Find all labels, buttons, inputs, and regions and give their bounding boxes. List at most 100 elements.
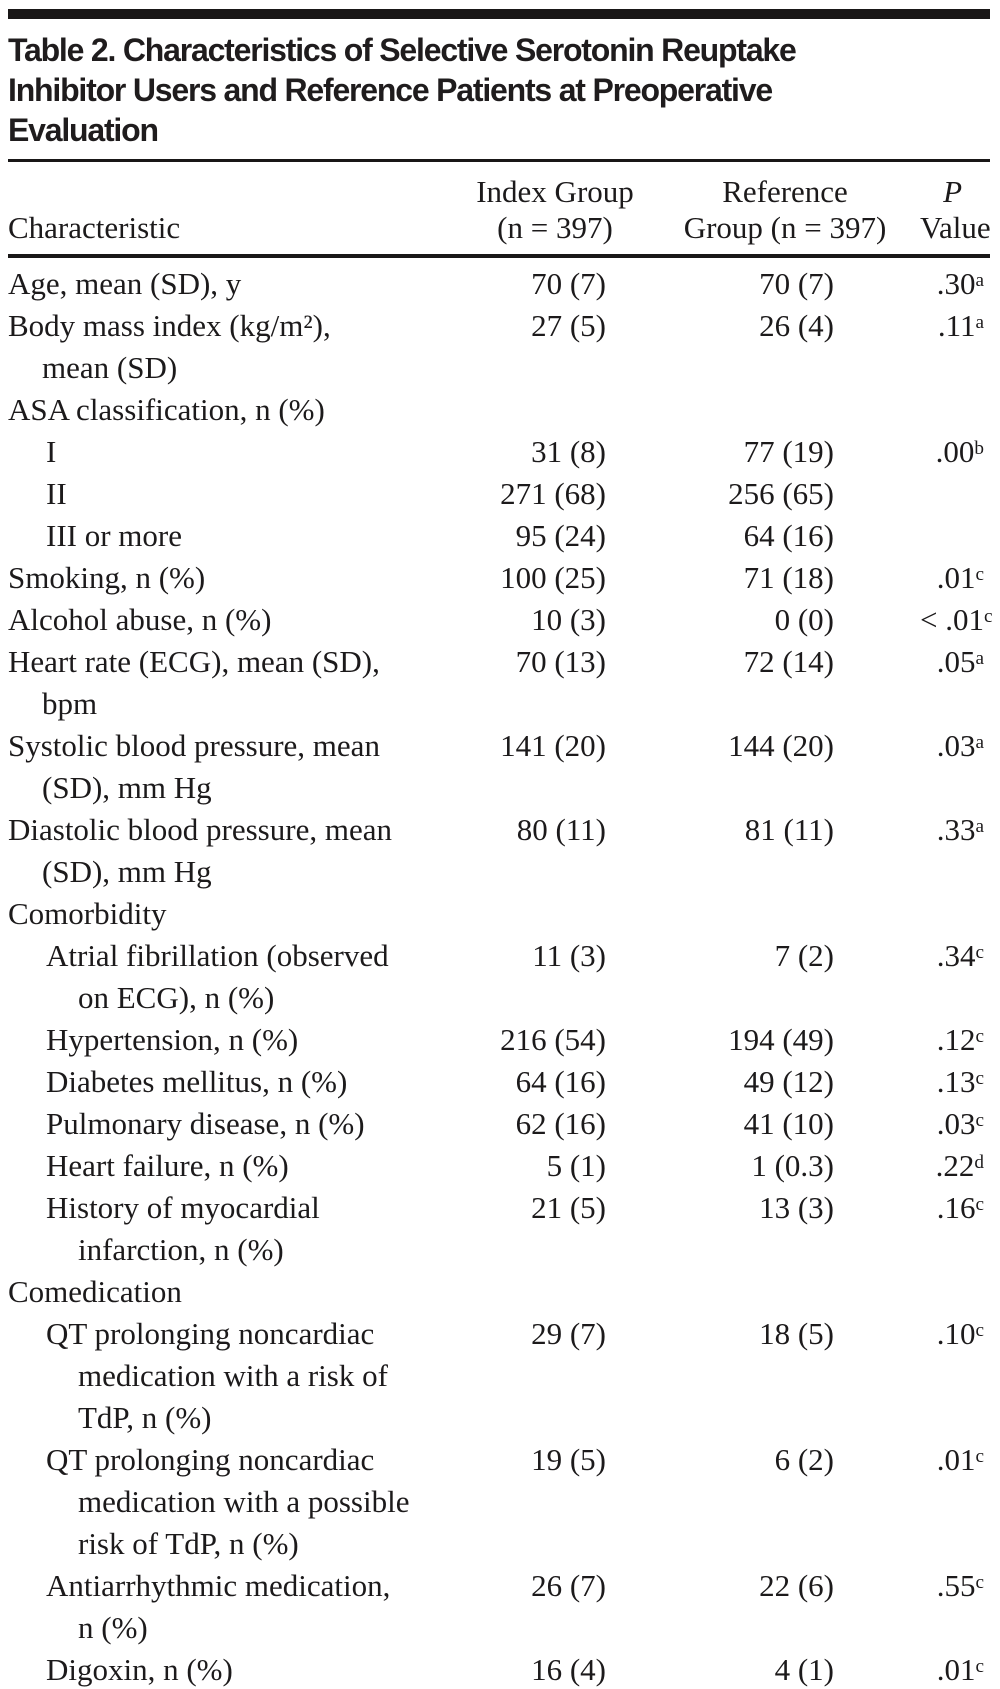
p-value-text: .33 xyxy=(936,812,976,847)
cell-characteristic: Heart failure, n (%) xyxy=(46,1148,289,1183)
p-value-text: .00 xyxy=(935,434,975,469)
p-value-text: .10 xyxy=(936,1316,976,1351)
p-value-footnote-marker: c xyxy=(975,1445,984,1467)
table-row: ASA classification, n (%) xyxy=(8,389,990,431)
cell-p-value: .11a xyxy=(920,305,990,347)
cell-reference-group: 71 (18) xyxy=(743,560,834,595)
cell-characteristic: Atrial fibrillation (observed on ECG), n… xyxy=(46,938,389,1015)
cell-reference-group: 81 (11) xyxy=(744,812,834,847)
p-value-footnote-marker: c xyxy=(975,563,984,585)
p-value-text: .13 xyxy=(936,1064,976,1099)
cell-index-group: 80 (11) xyxy=(516,812,606,847)
p-value-footnote-marker: c xyxy=(975,1193,984,1215)
table-row: Comedication xyxy=(8,1271,990,1313)
table-row: Pulmonary disease, n (%) 62 (16) 41 (10)… xyxy=(8,1103,990,1145)
cell-reference-group: 6 (2) xyxy=(774,1442,834,1477)
p-value-text: .34 xyxy=(936,938,976,973)
p-value-text: .11 xyxy=(937,308,976,343)
cell-characteristic: Hypertension, n (%) xyxy=(46,1022,299,1057)
table-row: Heart rate (ECG), mean (SD), bpm 70 (13)… xyxy=(8,641,990,725)
cell-p-value: .13c xyxy=(920,1061,990,1103)
cell-index-group: 216 (54) xyxy=(500,1022,606,1057)
page-title: Table 2. Characteristics of Selective Se… xyxy=(8,30,990,150)
cell-characteristic: Diabetes mellitus, n (%) xyxy=(46,1064,348,1099)
table-row: Diastolic blood pressure, mean (SD), mm … xyxy=(8,809,990,893)
cell-index-group: 271 (68) xyxy=(500,476,606,511)
column-header-reference-group-line2: Group (n = 397) xyxy=(683,210,887,245)
cell-characteristic: Comedication xyxy=(8,1274,182,1309)
cell-p-value: .10c xyxy=(920,1313,990,1355)
cell-p-value: .01c xyxy=(920,1439,990,1481)
cell-characteristic: II xyxy=(46,476,67,511)
table-figure: Table 2. Characteristics of Selective Se… xyxy=(8,9,993,1689)
page-title-line: Evaluation xyxy=(8,112,159,148)
cell-characteristic: Body mass index (kg/m²), mean (SD) xyxy=(8,308,331,385)
cell-reference-group: 194 (49) xyxy=(728,1022,834,1057)
column-header-p-value-line2: Value xyxy=(920,210,991,245)
p-value-footnote-marker: c xyxy=(975,1025,984,1047)
cell-characteristic: Comorbidity xyxy=(8,896,167,931)
column-header-index-group-line1: Index Group xyxy=(476,174,634,209)
p-value-text: .01 xyxy=(936,560,976,595)
table-row: I 31 (8) 77 (19) .00b xyxy=(8,431,990,473)
p-value-text: .22 xyxy=(935,1148,975,1183)
cell-p-value: .16c xyxy=(920,1187,990,1229)
p-value-footnote-marker: c xyxy=(975,1571,984,1593)
cell-p-value: .01c xyxy=(920,1649,990,1689)
table-row: Comorbidity xyxy=(8,893,990,935)
table-header-row: Characteristic Index Group (n = 397) Ref… xyxy=(8,162,991,254)
cell-p-value: .03a xyxy=(920,725,990,767)
cell-p-value: .05a xyxy=(920,641,990,683)
table-row: QT prolonging noncardiac medication with… xyxy=(8,1439,990,1565)
cell-characteristic: Age, mean (SD), y xyxy=(8,266,242,301)
p-value-text: .16 xyxy=(936,1190,976,1225)
table-row: Age, mean (SD), y 70 (7) 70 (7) .30a xyxy=(8,263,990,305)
table-row: History of myocardial infarction, n (%) … xyxy=(8,1187,990,1271)
cell-index-group: 5 (1) xyxy=(546,1148,606,1183)
cell-reference-group: 70 (7) xyxy=(759,266,834,301)
cell-reference-group: 13 (3) xyxy=(759,1190,834,1225)
cell-index-group: 70 (7) xyxy=(531,266,606,301)
cell-index-group: 31 (8) xyxy=(531,434,606,469)
p-value-text: .03 xyxy=(936,1106,976,1141)
cell-index-group: 62 (16) xyxy=(515,1106,606,1141)
p-value-text: .01 xyxy=(936,1442,976,1477)
cell-p-value: .00b xyxy=(920,431,990,473)
cell-reference-group: 7 (2) xyxy=(774,938,834,973)
header-separator-rule xyxy=(8,254,990,258)
table-row: Alcohol abuse, n (%) 10 (3) 0 (0) < .01c xyxy=(8,599,993,641)
table-row: Systolic blood pressure, mean (SD), mm H… xyxy=(8,725,990,809)
p-value-footnote-marker: a xyxy=(975,269,984,291)
cell-reference-group: 256 (65) xyxy=(728,476,834,511)
p-value-text: < .01 xyxy=(920,602,984,637)
p-value-text: .30 xyxy=(936,266,976,301)
p-value-footnote-marker: b xyxy=(974,437,984,459)
table-row: Atrial fibrillation (observed on ECG), n… xyxy=(8,935,990,1019)
cell-reference-group: 144 (20) xyxy=(728,728,834,763)
p-value-footnote-marker: c xyxy=(975,1109,984,1131)
cell-reference-group: 4 (1) xyxy=(774,1652,834,1687)
title-separator-rule xyxy=(8,159,990,162)
p-value-text: .12 xyxy=(936,1022,976,1057)
cell-index-group: 19 (5) xyxy=(531,1442,606,1477)
cell-reference-group: 18 (5) xyxy=(759,1316,834,1351)
p-value-footnote-marker: c xyxy=(975,941,984,963)
cell-index-group: 10 (3) xyxy=(531,602,606,637)
cell-index-group: 11 (3) xyxy=(532,938,606,973)
cell-characteristic: Antiarrhythmic medication, n (%) xyxy=(46,1568,391,1645)
column-header-index-group: Index Group (n = 397) xyxy=(460,174,650,246)
cell-index-group: 29 (7) xyxy=(531,1316,606,1351)
table-row: II 271 (68) 256 (65) xyxy=(8,473,990,515)
cell-characteristic: I xyxy=(46,434,57,469)
p-value-text: .03 xyxy=(936,728,976,763)
table-row: Heart failure, n (%) 5 (1) 1 (0.3) .22d xyxy=(8,1145,990,1187)
cell-characteristic: Smoking, n (%) xyxy=(8,560,206,595)
cell-reference-group: 1 (0.3) xyxy=(751,1148,834,1183)
table-body: Age, mean (SD), y 70 (7) 70 (7) .30a Bod… xyxy=(8,258,993,1689)
cell-characteristic: III or more xyxy=(46,518,182,553)
p-value-footnote-marker: a xyxy=(975,731,984,753)
p-value-footnote-marker: a xyxy=(975,647,984,669)
cell-characteristic: QT prolonging noncardiac medication with… xyxy=(46,1442,410,1561)
p-value-footnote-marker: c xyxy=(975,1319,984,1341)
table-row: Hypertension, n (%) 216 (54) 194 (49) .1… xyxy=(8,1019,990,1061)
